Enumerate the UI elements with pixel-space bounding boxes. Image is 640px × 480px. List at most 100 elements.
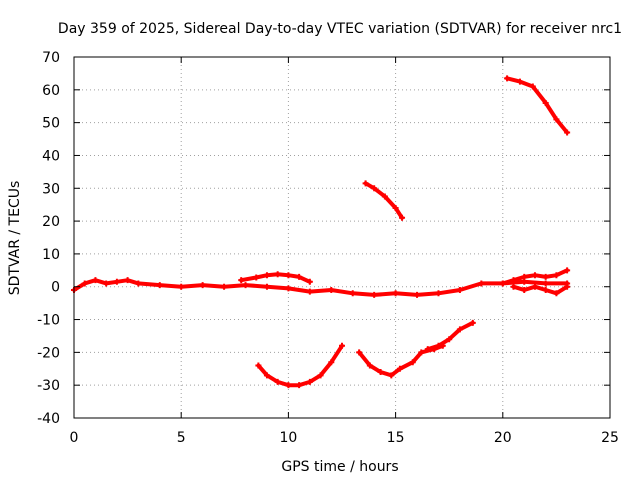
data-point [542, 287, 549, 294]
data-point [553, 116, 560, 123]
x-tick-label: 5 [177, 430, 186, 446]
data-point [424, 346, 431, 353]
grid-layer [74, 57, 610, 418]
plot-frame [73, 56, 611, 419]
data-point [504, 75, 511, 82]
data-point [81, 280, 88, 287]
data-point [469, 319, 476, 326]
y-tick-label: -30 [37, 378, 60, 394]
x-tick-label: 15 [387, 430, 405, 446]
data-point [377, 369, 384, 376]
data-point [371, 185, 378, 192]
data-point [414, 291, 421, 298]
data-point [418, 349, 425, 356]
x-tick-label: 0 [70, 430, 79, 446]
data-point [392, 204, 399, 211]
data-point [564, 267, 571, 274]
data-point [456, 326, 463, 333]
data-point [263, 372, 270, 379]
series-layer [71, 75, 571, 389]
data-point [317, 372, 324, 379]
data-point [221, 283, 228, 290]
data-point [306, 278, 313, 285]
data-point [542, 99, 549, 106]
y-tick-label: 40 [42, 148, 60, 164]
y-tick-label: 70 [42, 50, 60, 66]
data-point [238, 277, 245, 284]
data-point [156, 282, 163, 289]
data-point [339, 342, 345, 349]
data-point [396, 365, 403, 372]
data-point [399, 214, 406, 221]
data-point [274, 378, 281, 385]
data-point [103, 280, 110, 287]
data-point [356, 349, 363, 356]
data-point [285, 272, 292, 279]
data-point [510, 283, 517, 290]
data-point [553, 272, 560, 279]
tick-layer: 0 5 10 15 20 25 -40 -30 -20 -10 0 10 20 30 40 50 60 70 [37, 50, 619, 446]
data-point [366, 362, 373, 369]
data-point [296, 382, 303, 389]
data-point [529, 83, 536, 90]
data-point [242, 282, 249, 289]
data-point [113, 278, 120, 285]
data-point [124, 277, 131, 284]
data-point [381, 193, 388, 200]
y-tick-label: 30 [42, 181, 60, 197]
data-point [521, 287, 528, 294]
y-tick-label: -20 [37, 345, 60, 361]
data-point [296, 273, 303, 280]
data-point [510, 277, 517, 284]
data-point [435, 290, 442, 297]
data-point [392, 290, 399, 297]
data-point [564, 129, 571, 136]
data-point [263, 272, 270, 279]
series-track-1 [72, 278, 570, 297]
x-tick-label: 25 [601, 430, 619, 446]
data-point [456, 287, 463, 294]
data-point [253, 274, 260, 281]
x-tick-label: 10 [279, 430, 297, 446]
data-point [521, 273, 528, 280]
data-point [531, 283, 538, 290]
y-tick-label: 0 [51, 280, 60, 296]
data-point [409, 359, 416, 366]
data-point [274, 271, 281, 278]
data-point [285, 382, 292, 389]
data-point [542, 280, 549, 287]
data-point [516, 78, 523, 85]
y-tick-label: 10 [42, 247, 60, 263]
series-track-7 [505, 76, 570, 135]
data-point [135, 280, 142, 287]
data-point [388, 372, 395, 379]
data-point [478, 280, 485, 287]
data-point [306, 378, 313, 385]
data-point [178, 283, 185, 290]
data-point [446, 336, 453, 343]
data-point [306, 288, 313, 295]
data-point [285, 285, 292, 292]
data-point [349, 290, 356, 297]
data-point [499, 280, 506, 287]
data-point [362, 180, 369, 187]
y-axis-label: SDTVAR / TECUs [7, 181, 23, 296]
data-point [435, 342, 442, 349]
data-point [328, 359, 335, 366]
y-tick-label: -10 [37, 313, 60, 329]
series-track-3 [256, 343, 344, 388]
series-track-6 [363, 181, 404, 220]
data-point [531, 272, 538, 279]
y-tick-label: -40 [37, 411, 60, 427]
chart-title: Day 359 of 2025, Sidereal Day-to-day VTE… [58, 21, 622, 37]
x-axis-label: GPS time / hours [281, 459, 398, 475]
data-point [553, 290, 560, 297]
y-tick-label: 50 [42, 116, 60, 132]
x-tick-label: 20 [494, 430, 512, 446]
data-point [263, 283, 270, 290]
data-point [92, 277, 99, 284]
data-point [199, 282, 206, 289]
data-point [542, 273, 549, 280]
data-point [371, 291, 378, 298]
